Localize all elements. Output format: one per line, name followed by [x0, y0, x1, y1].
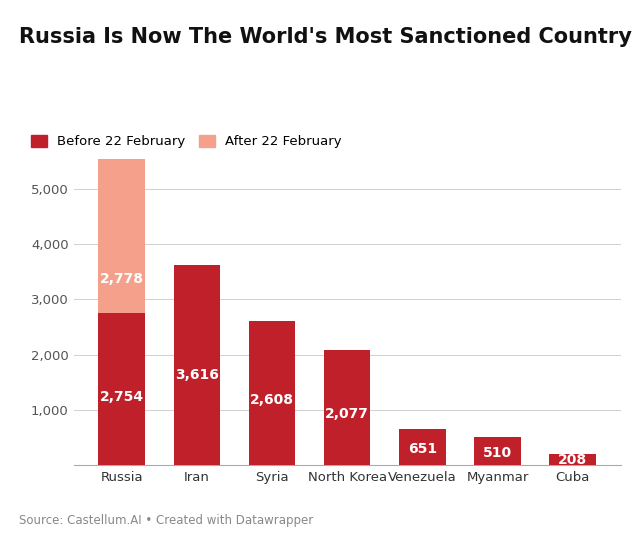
Text: Russia Is Now The World's Most Sanctioned Country: Russia Is Now The World's Most Sanctione… — [19, 27, 632, 47]
Bar — [99, 159, 145, 313]
Text: 208: 208 — [558, 453, 587, 467]
Text: 2,608: 2,608 — [250, 393, 294, 408]
Legend: Before 22 February, After 22 February: Before 22 February, After 22 February — [26, 129, 348, 154]
Bar — [173, 265, 220, 465]
Bar — [474, 437, 521, 465]
Bar — [399, 430, 445, 465]
Text: 2,778: 2,778 — [100, 272, 144, 286]
Bar — [99, 313, 145, 465]
Bar — [324, 350, 371, 465]
Text: Source: Castellum.AI • Created with Datawrapper: Source: Castellum.AI • Created with Data… — [19, 514, 314, 527]
Text: 510: 510 — [483, 446, 512, 460]
Bar — [249, 321, 295, 465]
Bar — [549, 454, 596, 465]
Text: 651: 651 — [408, 442, 437, 456]
Text: 2,754: 2,754 — [100, 390, 144, 404]
Text: 3,616: 3,616 — [175, 368, 219, 383]
Text: 2,077: 2,077 — [325, 407, 369, 421]
